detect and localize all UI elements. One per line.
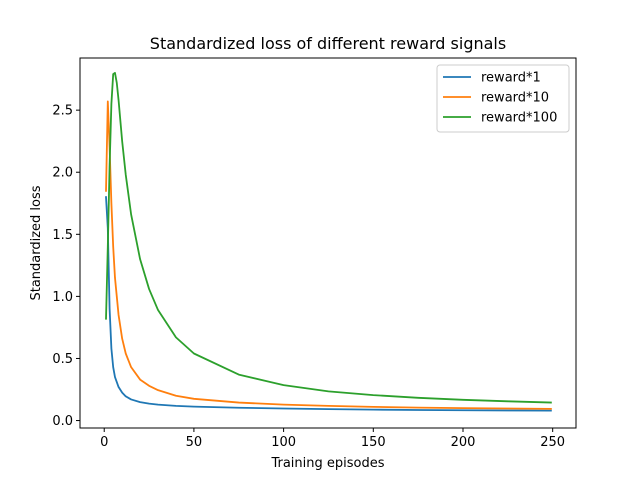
- y-tick-label: 2.5: [52, 104, 73, 119]
- legend-box: [436, 64, 570, 133]
- legend: reward*1 reward*10 reward*100: [436, 64, 570, 133]
- x-tick-label: 200: [451, 435, 476, 450]
- y-tick-label: 0.5: [52, 352, 73, 367]
- series-line-reward-1: [105, 196, 552, 412]
- x-axis: 0 50 100 150 200 250: [100, 428, 565, 450]
- plot-frame: [79, 57, 577, 429]
- y-axis: 0.0 0.5 1.0 1.5 2.0 2.5: [52, 104, 80, 429]
- series-layer: [105, 72, 552, 412]
- y-tick-label: 1.5: [52, 228, 73, 243]
- legend-label: reward*100: [481, 111, 557, 126]
- x-tick-label: 50: [186, 435, 203, 450]
- series-line-reward-10: [105, 100, 552, 410]
- x-tick-label: 0: [100, 435, 108, 450]
- y-axis-label: Standardized loss: [29, 185, 44, 300]
- x-tick-label: 250: [540, 435, 565, 450]
- y-tick-label: 0.0: [52, 414, 73, 429]
- x-tick-label: 150: [361, 435, 386, 450]
- chart-title: Standardized loss of different reward si…: [150, 34, 506, 53]
- x-tick-label: 100: [271, 435, 296, 450]
- y-tick-label: 2.0: [52, 166, 73, 181]
- legend-label: reward*10: [481, 91, 549, 106]
- series-line-reward-100: [105, 72, 552, 404]
- legend-label: reward*1: [481, 71, 541, 86]
- x-axis-label: Training episodes: [270, 456, 384, 471]
- y-tick-label: 1.0: [52, 290, 73, 305]
